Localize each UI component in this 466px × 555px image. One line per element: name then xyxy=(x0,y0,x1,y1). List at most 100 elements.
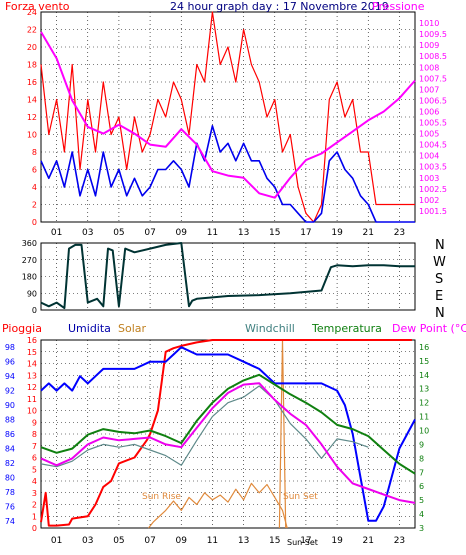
rain-ytick-8: 8 xyxy=(32,430,37,439)
humidity-ytick-90: 90 xyxy=(5,401,15,410)
temp-xtick-15: 15 xyxy=(269,536,280,546)
sunset-axis-label: Sun Set xyxy=(287,538,318,547)
solar-line xyxy=(148,482,288,529)
wind-ytick-20: 20 xyxy=(27,43,37,52)
rain-ytick-9: 9 xyxy=(32,418,37,427)
pressure-ytick-1005.5: 1005.5 xyxy=(419,119,447,128)
wind-ytick-4: 4 xyxy=(32,183,37,192)
wind-xtick-07: 07 xyxy=(144,228,155,238)
rain-ytick-15: 15 xyxy=(27,348,37,357)
wind-xtick-11: 11 xyxy=(207,228,218,238)
wind-ytick-2: 2 xyxy=(32,201,37,210)
wind-xtick-05: 05 xyxy=(113,228,124,238)
rain-ytick-3: 3 xyxy=(32,489,37,498)
pressure-ytick-1003.5: 1003.5 xyxy=(419,163,447,172)
temp-ytick-13: 13 xyxy=(419,385,429,394)
humidity-ytick-98: 98 xyxy=(5,343,15,352)
temp-xtick-19: 19 xyxy=(331,536,343,546)
pressure-ytick-1005: 1005 xyxy=(419,130,439,139)
temp-xtick-13: 13 xyxy=(238,536,249,546)
direction-letter-n-bottom: N xyxy=(435,306,445,321)
temp-ytick-12: 12 xyxy=(419,399,429,408)
wind-xtick-21: 21 xyxy=(363,228,374,238)
rain-ytick-16: 16 xyxy=(27,336,37,345)
wind-ytick-24: 24 xyxy=(27,8,37,17)
rain-ytick-11: 11 xyxy=(27,395,37,404)
temp-xtick-05: 05 xyxy=(113,536,124,546)
chart-title: 24 hour graph day : 17 Novembre 2019 xyxy=(170,0,389,13)
wind-ytick-8: 8 xyxy=(32,148,37,157)
humidity-ytick-88: 88 xyxy=(5,416,15,425)
rain-ytick-0: 0 xyxy=(32,524,37,533)
direction-ytick-270: 270 xyxy=(22,256,37,265)
rain-ytick-14: 14 xyxy=(27,360,37,369)
wind-ytick-12: 12 xyxy=(27,113,37,122)
humidity-ytick-78: 78 xyxy=(5,488,15,497)
windchill-line xyxy=(40,385,369,468)
wind-ytick-0: 0 xyxy=(32,218,37,227)
temp-xtick-09: 09 xyxy=(176,536,188,546)
humidity-ytick-76: 76 xyxy=(5,502,15,511)
pressure-ytick-1002: 1002 xyxy=(419,196,439,205)
temp-ytick-4: 4 xyxy=(419,510,424,519)
pressure-ytick-1009.5: 1009.5 xyxy=(419,30,447,39)
rain-ytick-6: 6 xyxy=(32,454,37,463)
pressure-ytick-1007.5: 1007.5 xyxy=(419,74,447,83)
wind-gust-line xyxy=(40,11,415,223)
rain-ytick-13: 13 xyxy=(27,371,37,380)
pressure-ytick-1002.5: 1002.5 xyxy=(419,185,447,194)
temp-xtick-01: 01 xyxy=(51,536,62,546)
temp-ytick-6: 6 xyxy=(419,482,424,491)
direction-letter-n-top: N xyxy=(435,238,445,253)
temperature-line xyxy=(40,373,416,475)
wind-average-line xyxy=(40,125,415,223)
wind-ytick-18: 18 xyxy=(27,61,37,70)
rain-ytick-12: 12 xyxy=(27,383,37,392)
pressure-axis-label: Pressione xyxy=(372,0,425,13)
pressure-ytick-1008.5: 1008.5 xyxy=(419,52,447,61)
rain-ytick-10: 10 xyxy=(27,407,37,416)
pressure-ytick-1003: 1003 xyxy=(419,174,439,183)
wind-xtick-19: 19 xyxy=(331,228,343,238)
sunrise-annotation: Sun Rise xyxy=(142,492,181,502)
wind-xtick-17: 17 xyxy=(300,228,311,238)
temp-ytick-7: 7 xyxy=(419,468,424,477)
temp-xtick-17: 17 xyxy=(300,536,311,546)
wind-axis-label: Forza vento xyxy=(5,0,70,13)
wind-xtick-01: 01 xyxy=(51,228,62,238)
wind-xtick-23: 23 xyxy=(394,228,405,238)
wind-ytick-10: 10 xyxy=(27,131,37,140)
pressure-line xyxy=(40,31,416,199)
humidity-ytick-92: 92 xyxy=(5,387,15,396)
wind-ytick-22: 22 xyxy=(27,26,37,35)
wind-xtick-15: 15 xyxy=(269,228,280,238)
temp-xtick-21: 21 xyxy=(363,536,374,546)
legend-windchill: Windchill xyxy=(245,322,295,335)
wind-ytick-14: 14 xyxy=(27,96,37,105)
series-layer xyxy=(40,11,416,529)
temp-xtick-23: 23 xyxy=(394,536,405,546)
legend-humidity: Umidita xyxy=(68,322,111,335)
rain-ytick-2: 2 xyxy=(32,501,37,510)
wind-xtick-13: 13 xyxy=(238,228,249,238)
direction-ytick-0: 0 xyxy=(32,306,37,315)
pressure-ytick-1004: 1004 xyxy=(419,152,439,161)
rain-line xyxy=(40,339,412,527)
direction-ytick-360: 360 xyxy=(22,239,37,248)
legend-temperature: Temperatura xyxy=(311,322,382,335)
temp-xtick-07: 07 xyxy=(144,536,155,546)
direction-letter-w: W xyxy=(433,255,446,270)
dewpoint-line xyxy=(40,382,416,504)
temp-xtick-11: 11 xyxy=(207,536,218,546)
humidity-ytick-82: 82 xyxy=(5,459,15,468)
temp-ytick-11: 11 xyxy=(419,413,429,422)
humidity-ytick-86: 86 xyxy=(5,430,15,439)
wind-xtick-09: 09 xyxy=(176,228,188,238)
direction-letter-s: S xyxy=(435,272,443,287)
tick-layer: 0246810121416182022241001.510021002.5100… xyxy=(5,8,447,546)
pressure-ytick-1006: 1006 xyxy=(419,107,439,116)
humidity-ytick-80: 80 xyxy=(5,473,15,482)
direction-ytick-180: 180 xyxy=(22,273,37,282)
